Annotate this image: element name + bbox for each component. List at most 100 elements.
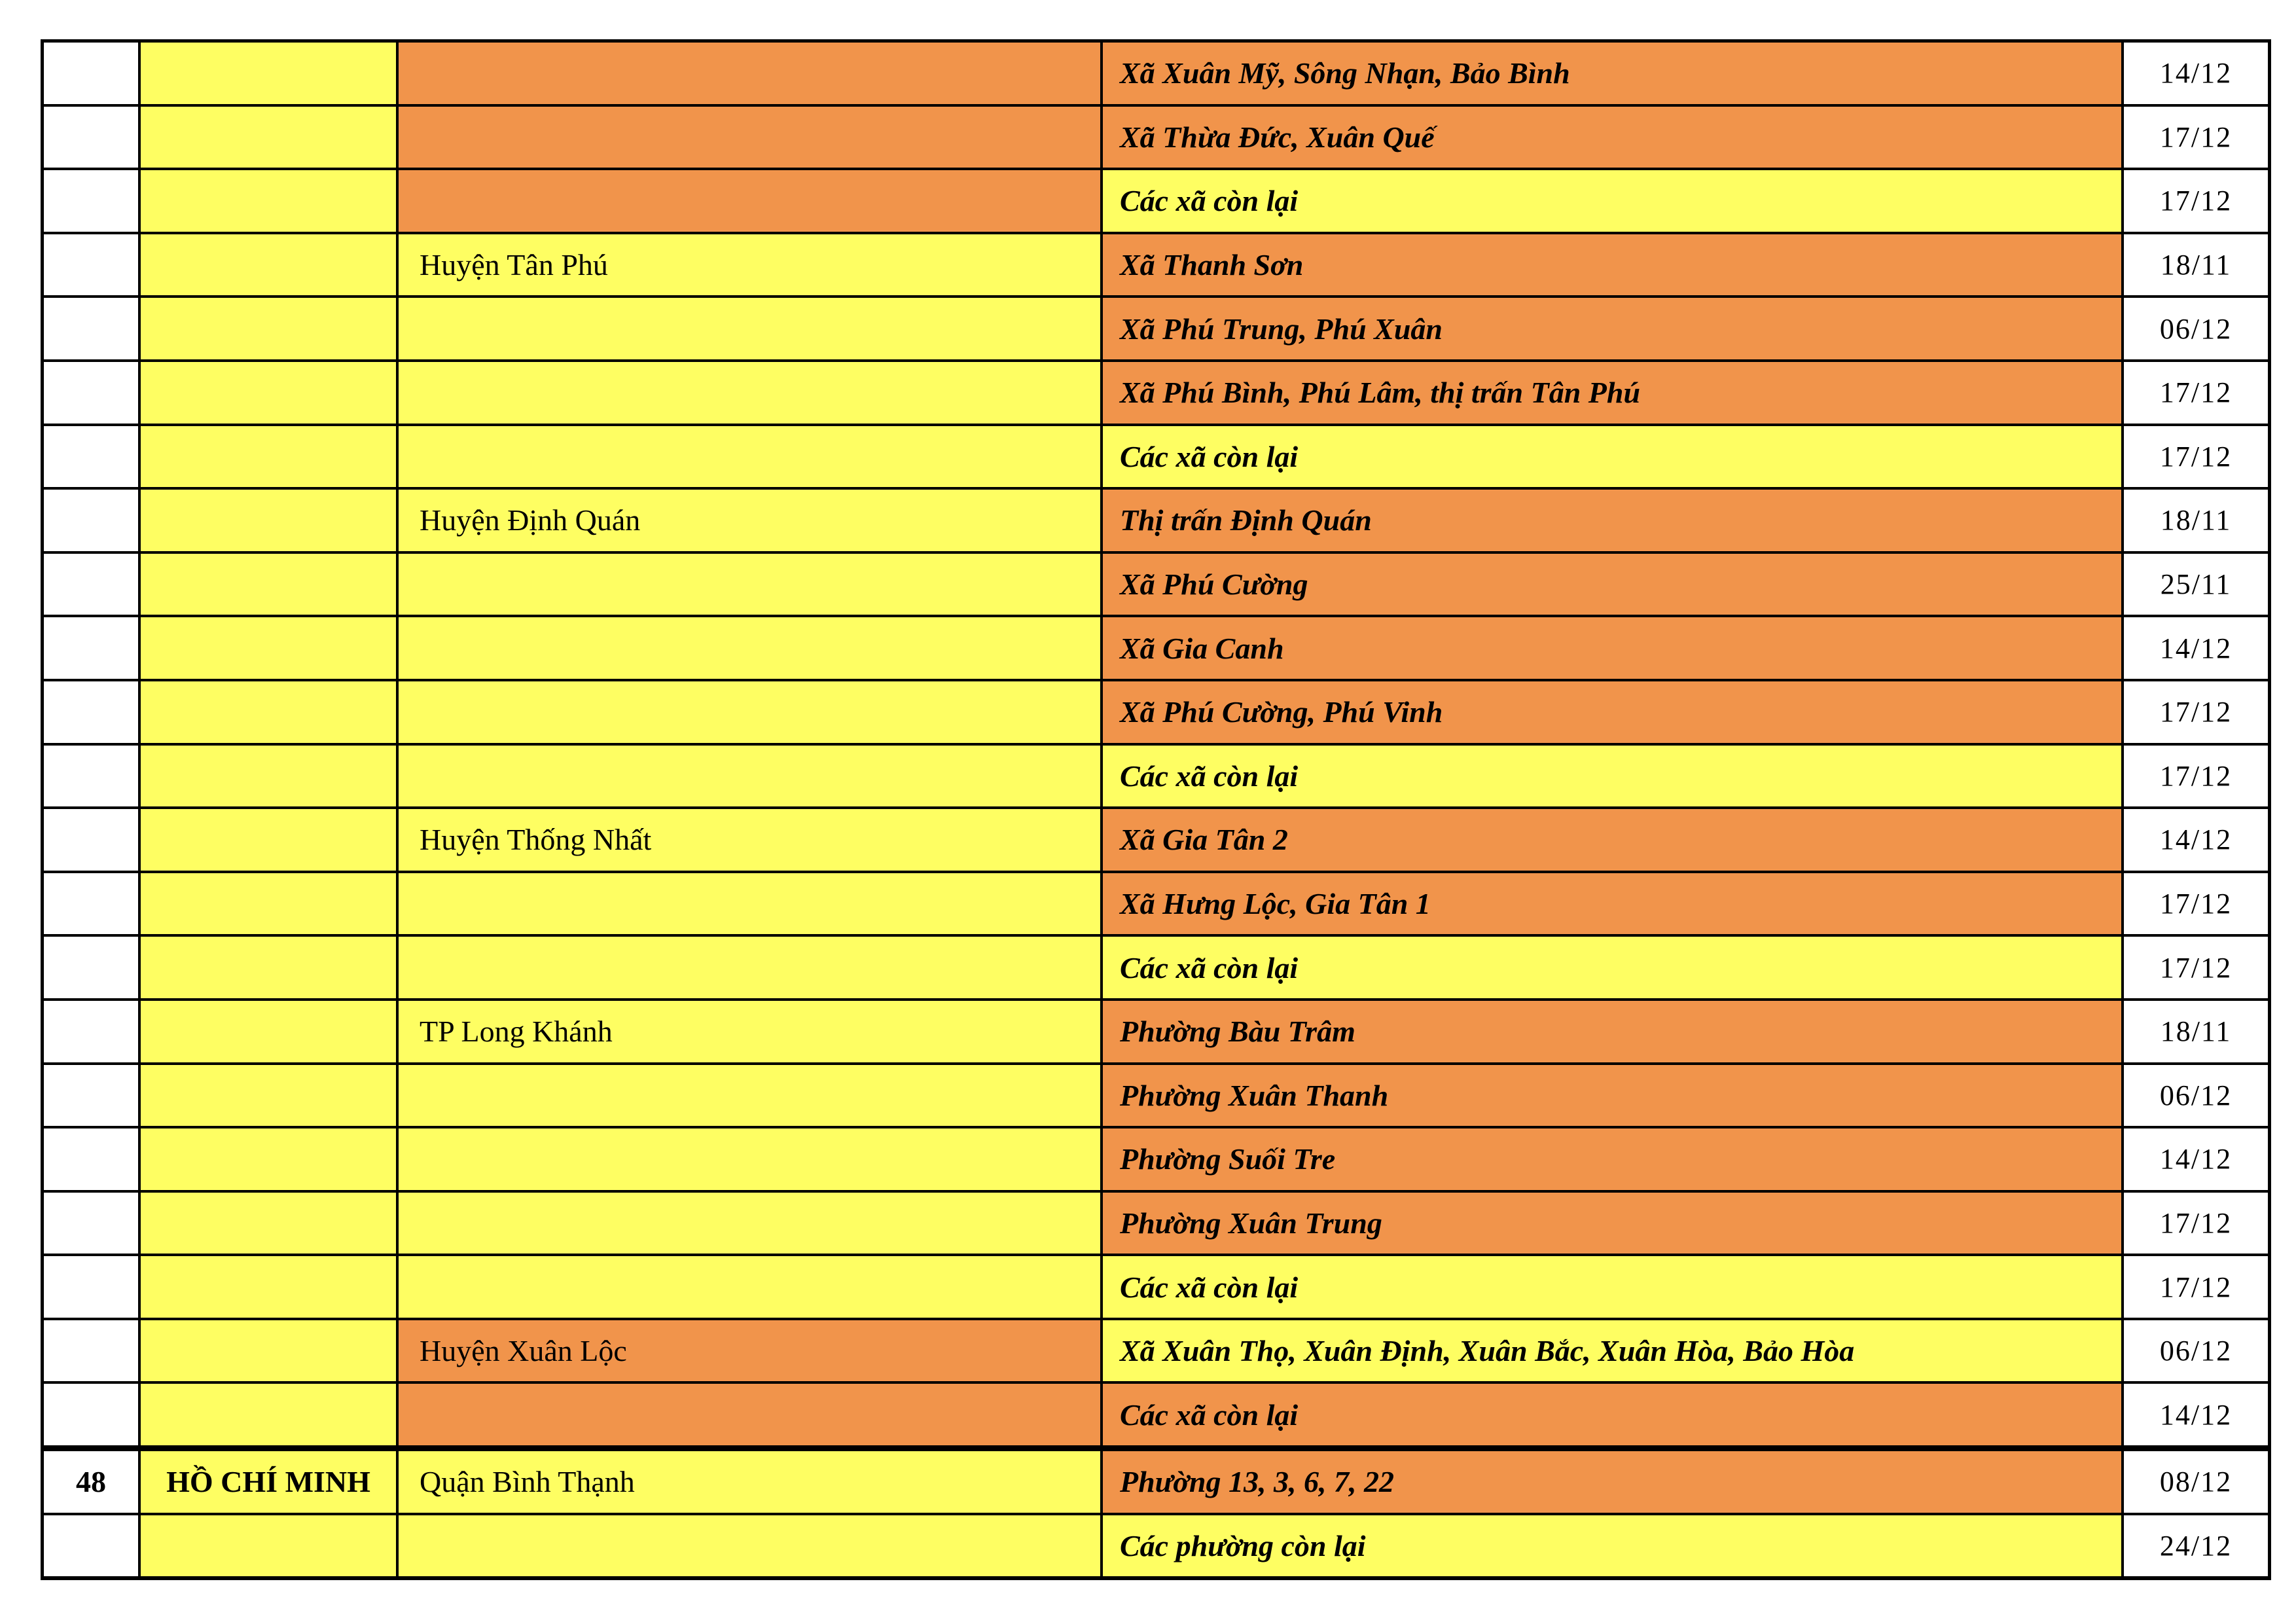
cell-province <box>141 234 399 296</box>
cell-district <box>399 873 1103 935</box>
cell-date: 14/12 <box>2124 1384 2268 1446</box>
cell-ward: Phường Suối Tre <box>1103 1128 2124 1190</box>
cell-district <box>399 1192 1103 1254</box>
cell-district <box>399 170 1103 232</box>
table-row: Huyện Thống Nhất Xã Gia Tân 2 14/12 <box>44 809 2268 873</box>
cell-date: 17/12 <box>2124 937 2268 998</box>
cell-ward: Xã Hưng Lộc, Gia Tân 1 <box>1103 873 2124 935</box>
cell-date: 14/12 <box>2124 617 2268 679</box>
cell-ward: Xã Xuân Mỹ, Sông Nhạn, Bảo Bình <box>1103 43 2124 104</box>
cell-date: 06/12 <box>2124 1320 2268 1382</box>
cell-date: 14/12 <box>2124 1128 2268 1190</box>
cell-ward: Xã Thanh Sơn <box>1103 234 2124 296</box>
cell-province <box>141 681 399 743</box>
cell-date: 06/12 <box>2124 298 2268 359</box>
cell-province <box>141 1384 399 1446</box>
cell-ward: Các xã còn lại <box>1103 425 2124 488</box>
cell-province <box>141 1064 399 1127</box>
cell-stt <box>44 106 141 168</box>
cell-province <box>141 106 399 168</box>
cell-stt <box>44 234 141 296</box>
table-row: Xã Phú Cường 25/11 <box>44 553 2268 618</box>
table-row: Xã Phú Trung, Phú Xuân 06/12 <box>44 298 2268 362</box>
cell-province <box>141 1320 399 1382</box>
cell-province <box>141 873 399 935</box>
table-row: Các xã còn lại 17/12 <box>44 937 2268 1001</box>
cell-date: 17/12 <box>2124 1192 2268 1254</box>
table-row: Phường Xuân Thanh 06/12 <box>44 1064 2268 1129</box>
cell-ward: Xã Xuân Thọ, Xuân Định, Xuân Bắc, Xuân H… <box>1103 1320 2124 1382</box>
cell-stt <box>44 1000 141 1062</box>
cell-district: Huyện Định Quán <box>399 490 1103 551</box>
cell-province <box>141 43 399 104</box>
cell-province: HỒ CHÍ MINH <box>141 1451 399 1513</box>
cell-province <box>141 170 399 232</box>
cell-date: 17/12 <box>2124 425 2268 488</box>
table-row: TP Long Khánh Phường Bàu Trâm 18/11 <box>44 1000 2268 1065</box>
cell-date: 17/12 <box>2124 170 2268 232</box>
cell-district: TP Long Khánh <box>399 1000 1103 1062</box>
cell-district <box>399 43 1103 104</box>
cell-date: 17/12 <box>2124 681 2268 743</box>
table-row: Xã Hưng Lộc, Gia Tân 1 17/12 <box>44 873 2268 937</box>
table-row: Xã Phú Cường, Phú Vinh 17/12 <box>44 681 2268 746</box>
cell-province <box>141 937 399 998</box>
cell-district <box>399 106 1103 168</box>
table-row: Phường Suối Tre 14/12 <box>44 1128 2268 1193</box>
cell-stt <box>44 1384 141 1446</box>
table-row: Xã Gia Canh 14/12 <box>44 617 2268 681</box>
cell-province <box>141 1128 399 1190</box>
cell-district <box>399 553 1103 615</box>
cell-ward: Phường Bàu Trâm <box>1103 1000 2124 1062</box>
cell-date: 14/12 <box>2124 809 2268 871</box>
cell-stt <box>44 809 141 871</box>
cell-district <box>399 681 1103 743</box>
cell-date: 25/11 <box>2124 553 2268 615</box>
cell-district <box>399 1384 1103 1446</box>
schedule-table: Xã Xuân Mỹ, Sông Nhạn, Bảo Bình 14/12 Xã T… <box>41 39 2271 1581</box>
table-row: Huyện Xuân Lộc Xã Xuân Thọ, Xuân Định, Xu… <box>44 1320 2268 1384</box>
cell-date: 17/12 <box>2124 361 2268 424</box>
cell-ward: Các xã còn lại <box>1103 170 2124 232</box>
cell-ward: Các xã còn lại <box>1103 745 2124 807</box>
cell-district <box>399 1064 1103 1127</box>
cell-ward: Xã Phú Cường <box>1103 553 2124 615</box>
cell-stt <box>44 298 141 359</box>
cell-ward: Xã Thừa Đức, Xuân Quế <box>1103 106 2124 168</box>
table-row: Huyện Định Quán Thị trấn Định Quán 18/11 <box>44 490 2268 554</box>
table-row: Xã Thừa Đức, Xuân Quế 17/12 <box>44 106 2268 171</box>
cell-province <box>141 1000 399 1062</box>
cell-district <box>399 937 1103 998</box>
cell-district <box>399 425 1103 488</box>
cell-ward: Xã Gia Tân 2 <box>1103 809 2124 871</box>
cell-ward: Xã Phú Cường, Phú Vinh <box>1103 681 2124 743</box>
cell-stt <box>44 553 141 615</box>
cell-date: 17/12 <box>2124 745 2268 807</box>
cell-ward: Xã Phú Trung, Phú Xuân <box>1103 298 2124 359</box>
cell-date: 17/12 <box>2124 1256 2268 1318</box>
table-row: Phường Xuân Trung 17/12 <box>44 1192 2268 1257</box>
cell-ward: Các xã còn lại <box>1103 1256 2124 1318</box>
cell-district <box>399 1256 1103 1318</box>
cell-stt <box>44 1192 141 1254</box>
cell-stt <box>44 681 141 743</box>
cell-province <box>141 553 399 615</box>
cell-stt <box>44 937 141 998</box>
cell-stt <box>44 361 141 424</box>
table-row: Các xã còn lại 17/12 <box>44 425 2268 490</box>
cell-stt <box>44 43 141 104</box>
cell-ward: Các xã còn lại <box>1103 1384 2124 1446</box>
cell-date: 18/11 <box>2124 1000 2268 1062</box>
cell-date: 24/12 <box>2124 1515 2268 1577</box>
cell-ward: Phường 13, 3, 6, 7, 22 <box>1103 1451 2124 1513</box>
cell-province <box>141 617 399 679</box>
cell-stt: 48 <box>44 1451 141 1513</box>
cell-ward: Phường Xuân Thanh <box>1103 1064 2124 1127</box>
cell-date: 18/11 <box>2124 234 2268 296</box>
cell-stt <box>44 1515 141 1577</box>
cell-date: 17/12 <box>2124 106 2268 168</box>
cell-province <box>141 425 399 488</box>
cell-district <box>399 1515 1103 1577</box>
cell-district: Huyện Thống Nhất <box>399 809 1103 871</box>
